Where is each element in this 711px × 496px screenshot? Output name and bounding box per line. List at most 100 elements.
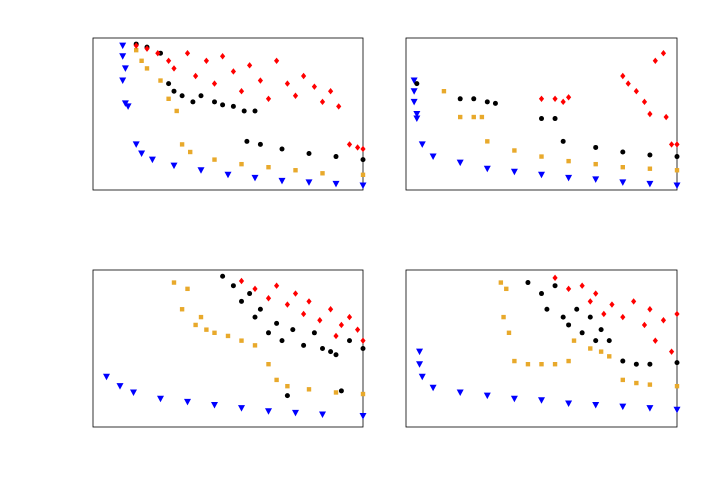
data-point — [674, 310, 680, 318]
data-point — [492, 100, 498, 106]
data-point — [592, 176, 600, 183]
data-point — [538, 397, 545, 404]
data-point — [239, 338, 244, 343]
data-point — [230, 68, 236, 75]
data-point — [504, 286, 509, 292]
data-point — [328, 306, 334, 313]
data-point — [539, 291, 544, 297]
data-point — [333, 352, 339, 358]
data-point — [593, 144, 599, 150]
data-point — [134, 47, 139, 53]
data-point — [292, 92, 299, 99]
data-point — [257, 306, 263, 312]
data-point — [212, 157, 217, 162]
data-point — [193, 322, 198, 328]
data-point — [360, 337, 366, 344]
data-point — [257, 141, 263, 147]
data-point — [593, 338, 599, 344]
data-point — [601, 310, 607, 318]
data-point — [166, 81, 172, 87]
data-point — [485, 139, 490, 144]
data-point — [593, 161, 598, 167]
data-point — [266, 165, 271, 170]
data-point — [359, 182, 367, 189]
data-point — [471, 96, 477, 102]
data-point — [301, 72, 307, 80]
data-point — [456, 159, 464, 167]
data-point — [193, 72, 199, 80]
data-point — [198, 93, 204, 99]
data-point — [641, 98, 648, 106]
data-point — [311, 83, 317, 90]
data-point — [360, 145, 366, 153]
data-point — [170, 162, 178, 170]
data-point — [647, 306, 653, 313]
data-point — [247, 291, 253, 297]
data-point — [247, 62, 253, 69]
data-point — [279, 338, 285, 344]
data-point — [301, 342, 307, 348]
data-point — [574, 306, 580, 312]
data-point — [301, 310, 307, 318]
data-point — [179, 142, 185, 147]
data-point — [506, 330, 512, 335]
data-point — [319, 411, 326, 418]
data-point — [410, 77, 418, 85]
data-point — [171, 88, 177, 94]
data-point — [416, 361, 424, 368]
data-point — [305, 179, 313, 186]
data-point — [185, 286, 190, 292]
data-point — [311, 330, 317, 336]
data-point — [157, 395, 164, 403]
data-point — [166, 96, 171, 101]
data-point — [538, 95, 545, 102]
data-point — [414, 81, 420, 87]
data-point — [512, 358, 517, 364]
data-point — [587, 314, 593, 320]
data-point — [607, 354, 612, 359]
data-point — [620, 149, 626, 155]
data-point — [620, 377, 625, 383]
data-point — [552, 95, 558, 102]
data-point — [333, 332, 339, 340]
data-point — [292, 290, 299, 297]
data-point — [588, 346, 593, 351]
data-point — [571, 338, 577, 343]
data-point — [552, 283, 558, 289]
data-point — [525, 362, 531, 367]
data-point — [238, 88, 245, 95]
data-point — [620, 313, 626, 321]
data-point — [441, 89, 447, 94]
data-point — [587, 298, 593, 305]
data-point — [320, 346, 325, 351]
data-point — [197, 167, 205, 174]
data-point — [284, 393, 290, 399]
data-point — [103, 373, 110, 381]
data-point — [625, 80, 631, 87]
data-point — [660, 317, 667, 324]
data-point — [539, 362, 544, 367]
data-point — [673, 406, 681, 414]
data-point — [239, 298, 244, 304]
data-point — [668, 348, 675, 355]
data-point — [566, 285, 572, 293]
panel-frame — [405, 269, 678, 428]
data-point — [346, 141, 353, 148]
data-point — [198, 314, 204, 320]
data-point — [265, 295, 272, 302]
data-point — [317, 317, 323, 324]
data-point — [274, 377, 279, 383]
data-point — [456, 389, 464, 396]
data-point — [204, 327, 209, 332]
data-point — [647, 382, 653, 387]
data-point — [416, 348, 424, 356]
data-point — [252, 314, 258, 320]
data-point — [579, 282, 585, 289]
data-point — [203, 57, 209, 64]
data-point — [619, 179, 627, 186]
data-point — [158, 78, 163, 83]
data-point — [566, 322, 572, 328]
data-point — [244, 138, 250, 144]
data-point — [539, 154, 544, 159]
